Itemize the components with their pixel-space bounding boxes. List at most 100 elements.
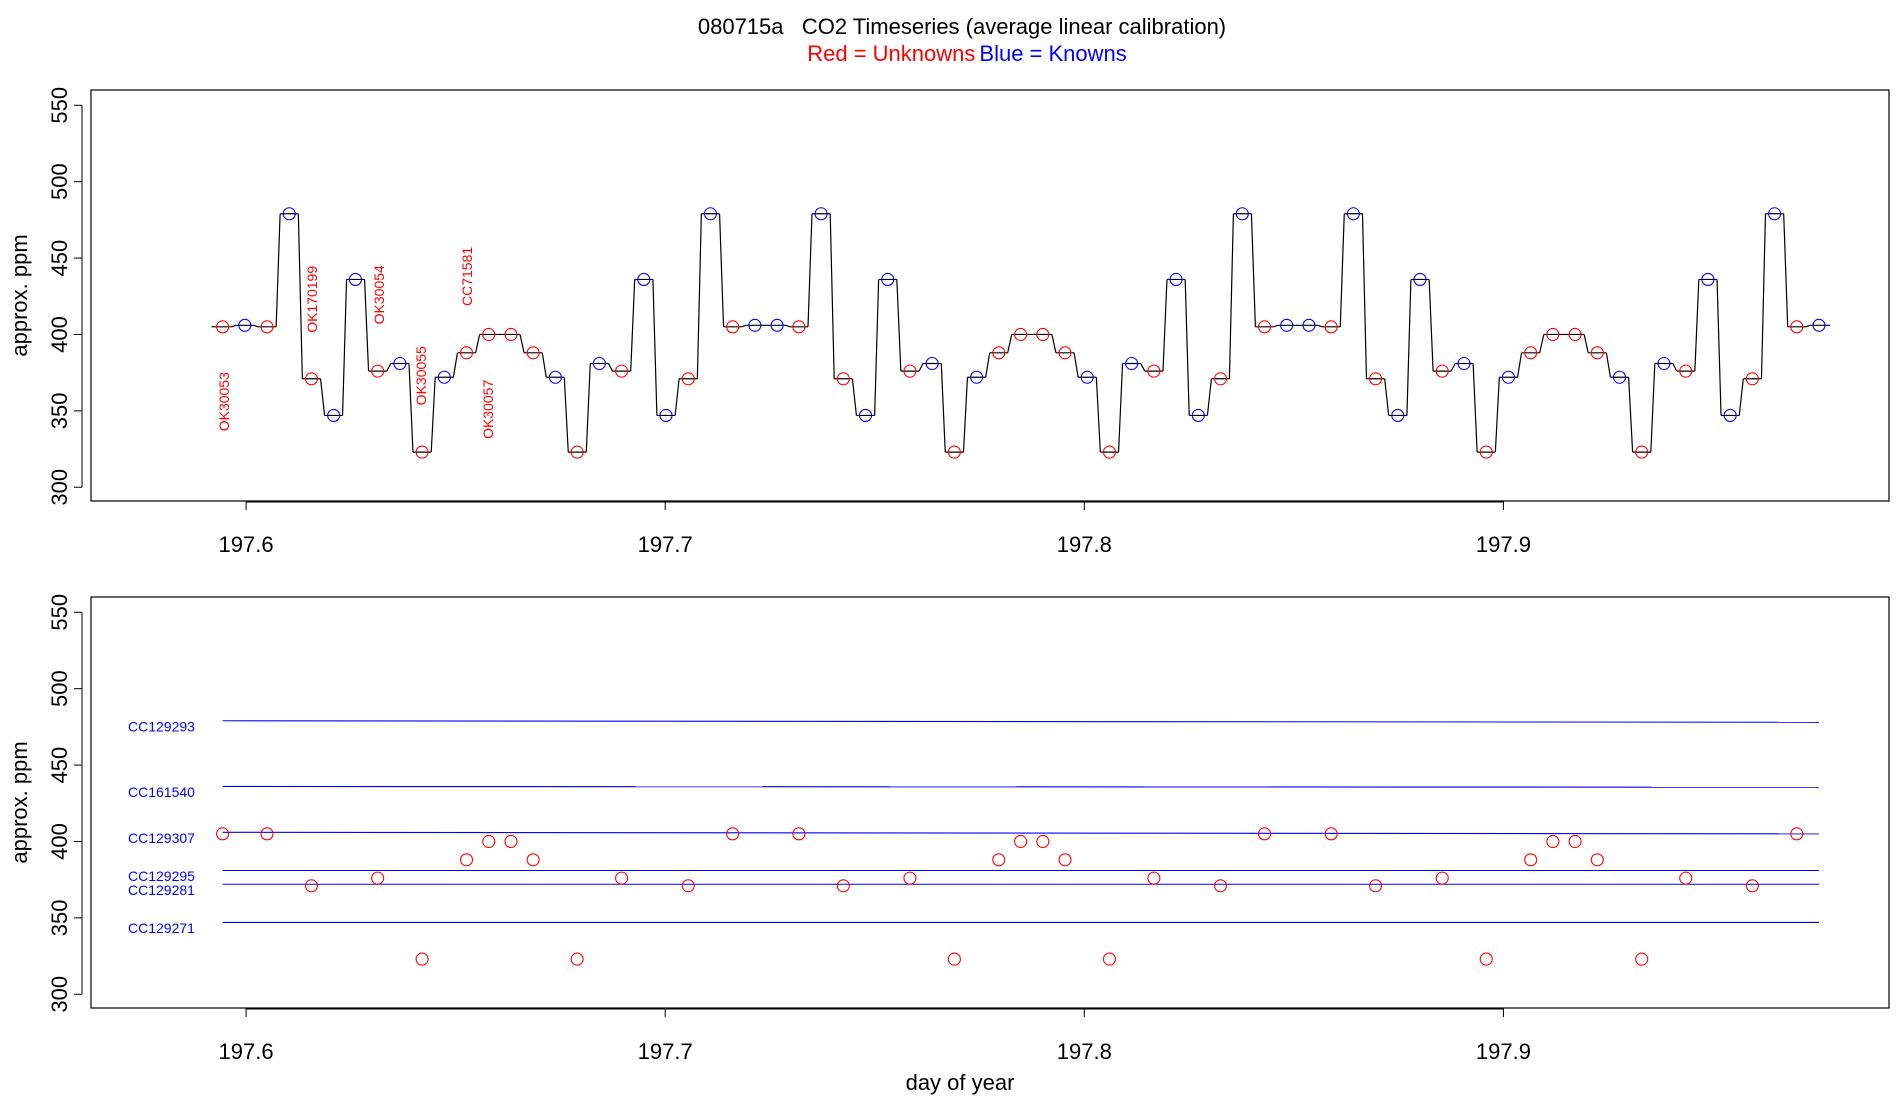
sample-marker	[1191, 408, 1205, 422]
point	[1546, 834, 1560, 849]
point	[216, 827, 230, 841]
sample-marker	[1036, 327, 1050, 342]
sample-marker	[393, 356, 407, 371]
sample-marker	[260, 320, 274, 334]
trace-riser	[896, 279, 902, 372]
trace-riser	[696, 213, 702, 379]
sample-marker	[216, 320, 230, 334]
trace-riser	[541, 352, 547, 378]
sample-marker	[814, 207, 828, 221]
point	[482, 834, 496, 849]
x-tick-label: 197.8	[1057, 1039, 1112, 1064]
point	[1102, 952, 1116, 966]
trace-riser	[275, 213, 281, 327]
point	[1324, 827, 1338, 841]
point	[903, 871, 917, 885]
sample-marker	[903, 364, 917, 378]
trace-riser	[452, 352, 459, 378]
sample-marker	[1524, 346, 1538, 360]
trace-riser	[563, 377, 569, 453]
sample-marker	[1369, 372, 1383, 386]
sample-marker	[858, 408, 873, 422]
sample-marker	[1479, 445, 1493, 459]
sample-marker	[304, 372, 319, 386]
sample-marker	[1080, 370, 1094, 384]
trace-riser	[630, 279, 636, 372]
trace-riser	[1783, 213, 1789, 327]
y-tick-label: 550	[47, 87, 72, 124]
reference-line	[222, 720, 1820, 723]
trace-riser	[319, 378, 326, 416]
point	[304, 879, 319, 893]
sample-marker	[925, 356, 939, 371]
trace-riser	[341, 279, 348, 416]
sample-marker	[415, 445, 429, 459]
sample-marker	[504, 327, 518, 342]
trace-riser	[1250, 213, 1257, 327]
trace-riser	[1406, 279, 1412, 416]
sample-marker	[659, 408, 673, 422]
trace-riser	[607, 363, 614, 372]
trace-riser	[1516, 352, 1523, 378]
annotation: CC71581	[459, 247, 475, 306]
sample-marker	[770, 318, 784, 332]
trace-riser	[1117, 363, 1124, 453]
trace-riser	[674, 378, 680, 416]
plot-frame	[90, 596, 1890, 1009]
x-tick-label: 197.6	[219, 1039, 274, 1064]
sample-marker	[881, 272, 895, 287]
point	[947, 952, 961, 966]
point	[1790, 827, 1804, 841]
reference-label: CC129295	[128, 868, 195, 884]
sample-marker	[1435, 364, 1449, 378]
trace-riser	[985, 352, 991, 378]
point	[260, 827, 274, 841]
trace-riser	[1672, 363, 1678, 372]
sample-marker	[1235, 207, 1249, 221]
trace-riser	[1095, 377, 1101, 453]
x-axis-title: day of year	[906, 1070, 1015, 1095]
annotation: OK30054	[371, 265, 387, 324]
y-tick-label: 300	[47, 976, 72, 1013]
sample-marker	[748, 318, 762, 332]
trace-riser	[1140, 363, 1146, 372]
point	[726, 827, 740, 841]
sample-marker	[1568, 327, 1582, 342]
point	[1058, 853, 1072, 867]
point	[1745, 879, 1759, 893]
trace-riser	[253, 324, 259, 328]
point	[1524, 853, 1538, 867]
sample-marker	[1701, 272, 1715, 287]
point	[1590, 853, 1604, 867]
sample-marker	[482, 327, 496, 342]
point	[526, 853, 540, 867]
trace-riser	[940, 363, 946, 453]
y-tick-label: 500	[47, 163, 72, 200]
sample-marker	[1413, 272, 1427, 287]
trace-riser	[1073, 352, 1079, 378]
point	[836, 879, 850, 893]
point	[1679, 871, 1693, 885]
y-tick-label: 400	[47, 823, 72, 860]
legend: Red = Unknowns Blue = Knowns	[807, 41, 1127, 66]
trace-riser	[785, 324, 791, 328]
reference-label: CC129293	[128, 718, 195, 734]
trace-riser	[519, 334, 525, 353]
trace-riser	[918, 363, 924, 372]
point	[1147, 871, 1161, 885]
sample-marker	[548, 370, 562, 384]
x-tick-label: 197.9	[1476, 1039, 1531, 1064]
trace-riser	[829, 213, 835, 379]
trace-riser	[585, 363, 591, 453]
trace-riser	[1738, 378, 1744, 416]
sample-marker	[1590, 346, 1604, 360]
point	[1257, 827, 1272, 841]
point	[1369, 879, 1383, 893]
trace-riser	[1051, 334, 1057, 353]
sample-marker	[1612, 370, 1627, 384]
sample-marker	[1014, 327, 1028, 342]
sample-marker	[726, 320, 740, 334]
sample-marker	[836, 372, 850, 386]
point	[415, 952, 429, 966]
sample-marker	[1280, 318, 1294, 332]
